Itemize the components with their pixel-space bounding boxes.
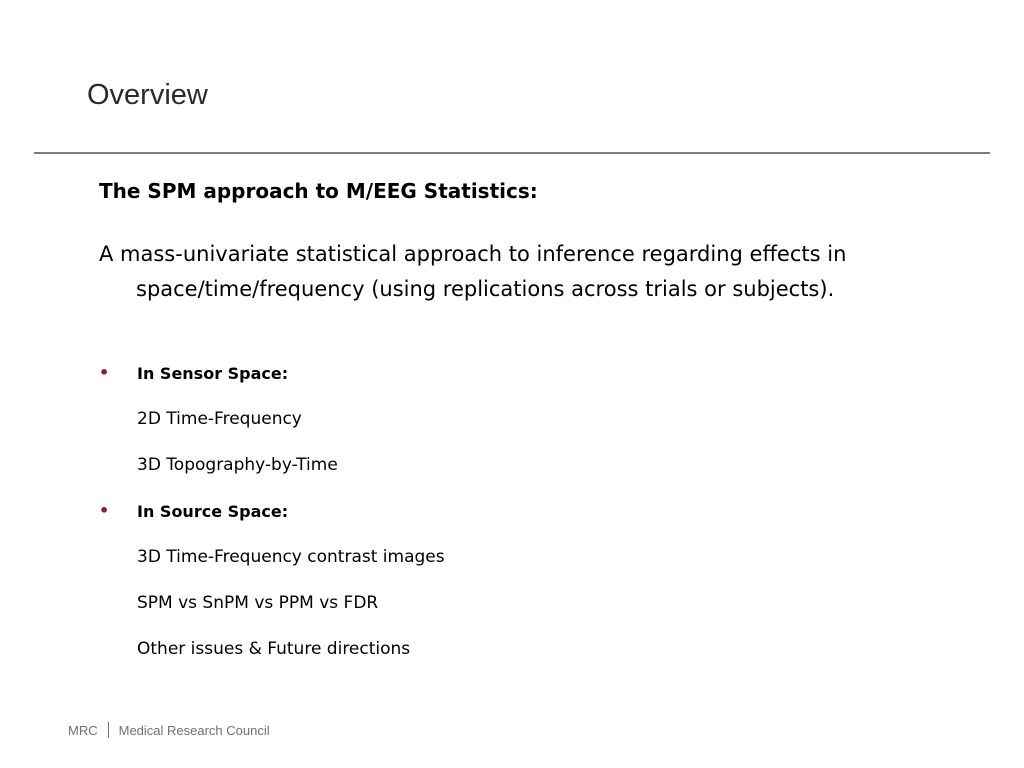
bullet-dot-icon: • bbox=[99, 501, 110, 520]
bullet-dot-icon: • bbox=[99, 363, 110, 382]
list-item: 2D Time-Frequency bbox=[137, 409, 302, 429]
list-item: Other issues & Future directions bbox=[137, 639, 411, 659]
title-divider bbox=[34, 152, 990, 154]
list-item: SPM vs SnPM vs PPM vs FDR bbox=[137, 593, 379, 613]
slide-title: Overview bbox=[87, 79, 208, 111]
logo-name: Medical Research Council bbox=[118, 722, 270, 738]
logo-abbrev: MRC bbox=[68, 722, 98, 738]
list-item: 3D Time-Frequency contrast images bbox=[137, 547, 445, 567]
logo-separator bbox=[107, 722, 109, 738]
intro-paragraph: A mass-univariate statistical approach t… bbox=[99, 242, 847, 301]
list-item: 3D Topography-by-Time bbox=[137, 455, 338, 475]
bullet-label: In Sensor Space: bbox=[137, 364, 289, 383]
mrc-logo: MRC Medical Research Council bbox=[68, 722, 270, 738]
bullet-label: In Source Space: bbox=[137, 502, 289, 521]
section-heading: The SPM approach to M/EEG Statistics: bbox=[99, 179, 538, 203]
